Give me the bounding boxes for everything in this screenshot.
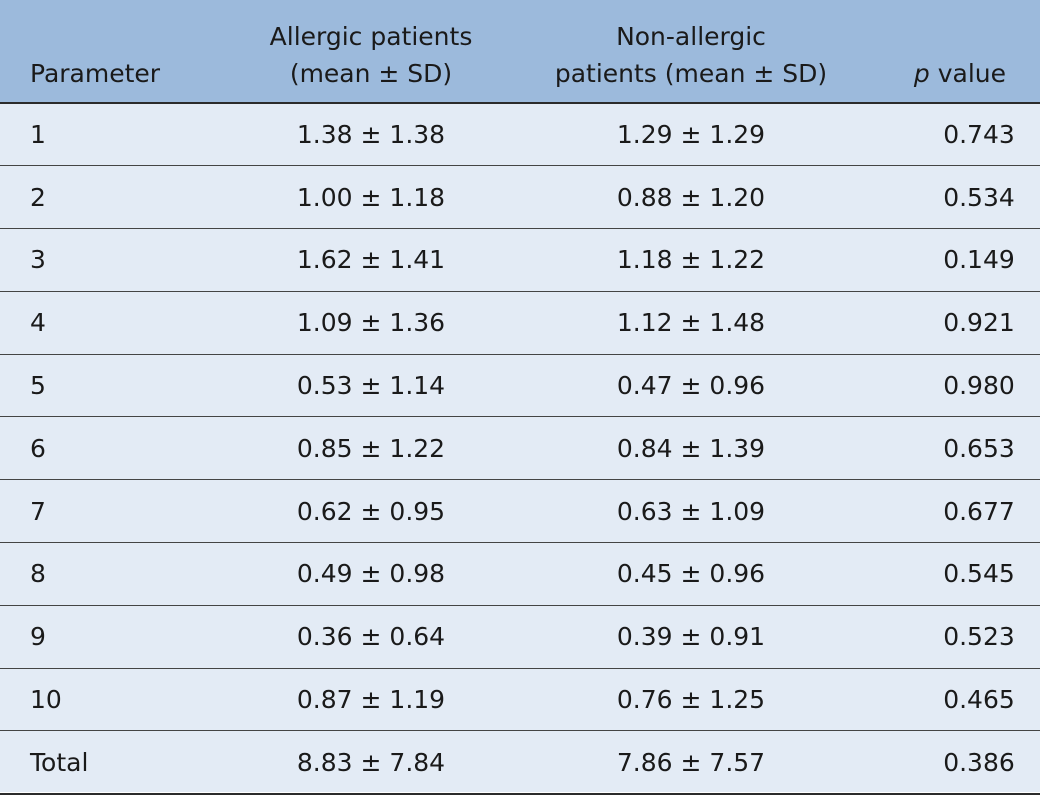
table-row: 4 1.09 ± 1.36 1.12 ± 1.48 0.921	[0, 290, 1040, 355]
cell-parameter: 6	[0, 416, 200, 480]
cell-nonallergic: 0.45 ± 0.96	[500, 542, 870, 606]
cell-p-value: 0.149	[870, 228, 1040, 292]
cell-parameter: Total	[0, 730, 200, 795]
cell-p-value: 0.465	[870, 667, 1040, 731]
cell-allergic: 0.36 ± 0.64	[200, 604, 500, 669]
cell-nonallergic: 0.76 ± 1.25	[500, 667, 870, 731]
header-row: Parameter Allergic patients (mean ± SD) …	[0, 0, 1040, 104]
header-parameter: Parameter	[0, 0, 200, 104]
header-p-value: p value	[870, 0, 1040, 104]
header-allergic: Allergic patients (mean ± SD)	[200, 0, 500, 104]
cell-parameter: 1	[30, 120, 46, 150]
header-nonallergic-line2: patients (mean ± SD)	[554, 59, 828, 88]
cell-parameter: 7	[0, 479, 200, 543]
cell-parameter: 5	[0, 353, 200, 417]
cell-nonallergic: 0.39 ± 0.91	[500, 604, 870, 669]
cell-p-value: 0.743	[943, 120, 1015, 150]
cell-allergic: 0.49 ± 0.98	[200, 542, 500, 606]
table-row: 2 1.00 ± 1.18 0.88 ± 1.20 0.534	[0, 165, 1040, 229]
header-parameter-label: Parameter	[30, 59, 161, 88]
header-allergic-line1: Allergic patients	[269, 22, 473, 51]
table-row: 5 0.53 ± 1.14 0.47 ± 0.96 0.980	[0, 353, 1040, 417]
cell-parameter: 10	[0, 667, 200, 731]
cell-nonallergic: 0.84 ± 1.39	[500, 416, 870, 480]
table-row: 3 1.62 ± 1.41 1.18 ± 1.22 0.149	[0, 228, 1040, 292]
table-row: 8 0.49 ± 0.98 0.45 ± 0.96 0.545	[0, 542, 1040, 606]
cell-allergic: 1.38 ± 1.38	[296, 120, 446, 150]
cell-allergic: 1.09 ± 1.36	[200, 290, 500, 355]
header-nonallergic: Non-allergic patients (mean ± SD)	[500, 0, 870, 104]
cell-parameter: 8	[0, 542, 200, 606]
cell-parameter: 9	[0, 604, 200, 669]
cell-p-value: 0.980	[870, 353, 1040, 417]
cell-allergic: 0.62 ± 0.95	[200, 479, 500, 543]
cell-allergic: 8.83 ± 7.84	[200, 730, 500, 795]
cell-allergic: 0.87 ± 1.19	[200, 667, 500, 731]
table-row: 6 0.85 ± 1.22 0.84 ± 1.39 0.653	[0, 416, 1040, 480]
table-row: 1 1.38 ± 1.38 1.29 ± 1.29 0.743	[0, 103, 1040, 166]
cell-nonallergic: 7.86 ± 7.57	[500, 730, 870, 795]
cell-p-value: 0.545	[870, 542, 1040, 606]
cell-parameter: 4	[0, 290, 200, 355]
cell-p-value: 0.523	[870, 604, 1040, 669]
cell-nonallergic: 0.63 ± 1.09	[500, 479, 870, 543]
cell-nonallergic: 0.47 ± 0.96	[500, 353, 870, 417]
cell-nonallergic: 1.12 ± 1.48	[500, 290, 870, 355]
cell-p-value: 0.653	[870, 416, 1040, 480]
table-body: 1 1.38 ± 1.38 1.29 ± 1.29 0.743 2 1.00 ± 1.18…	[0, 103, 1040, 795]
cell-p-value: 0.534	[870, 165, 1040, 229]
cell-nonallergic: 1.18 ± 1.22	[500, 228, 870, 292]
header-allergic-line2: (mean ± SD)	[289, 59, 453, 88]
header-nonallergic-line1: Non-allergic	[616, 22, 766, 51]
cell-nonallergic: 0.88 ± 1.20	[500, 165, 870, 229]
cell-parameter: 2	[0, 165, 200, 229]
table-row: 10 0.87 ± 1.19 0.76 ± 1.25 0.465	[0, 667, 1040, 731]
cell-nonallergic: 1.29 ± 1.29	[616, 120, 766, 150]
cell-allergic: 0.85 ± 1.22	[200, 416, 500, 480]
cell-allergic: 0.53 ± 1.14	[200, 353, 500, 417]
table-row: 7 0.62 ± 0.95 0.63 ± 1.09 0.677	[0, 479, 1040, 543]
table-header: Parameter Allergic patients (mean ± SD) …	[0, 0, 1040, 104]
table-row: Total 8.83 ± 7.84 7.86 ± 7.57 0.386	[0, 730, 1040, 795]
cell-parameter: 3	[0, 228, 200, 292]
cell-p-value: 0.386	[870, 730, 1040, 795]
table-row: 9 0.36 ± 0.64 0.39 ± 0.91 0.523	[0, 604, 1040, 669]
header-p-italic: p	[913, 59, 930, 88]
cell-allergic: 1.00 ± 1.18	[200, 165, 500, 229]
header-p-rest: value	[929, 59, 1006, 88]
cell-p-value: 0.921	[870, 290, 1040, 355]
cell-allergic: 1.62 ± 1.41	[200, 228, 500, 292]
cell-p-value: 0.677	[870, 479, 1040, 543]
